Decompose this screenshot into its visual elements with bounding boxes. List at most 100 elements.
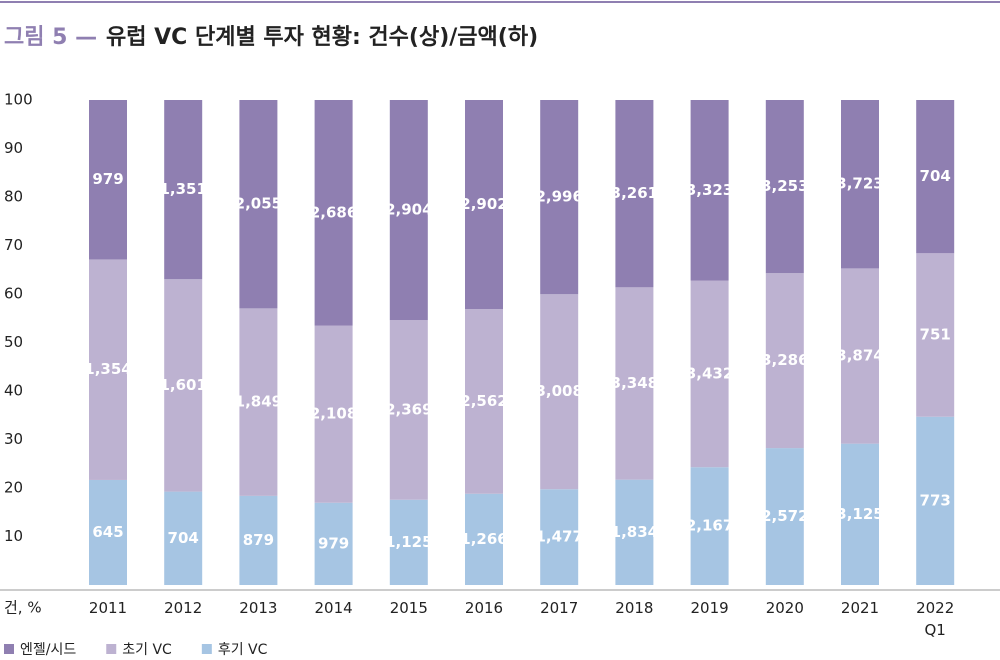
data-label: 1,266 [460,530,507,548]
x-tick-label: 2015 [389,599,428,617]
bar-segment [916,416,955,585]
data-label: 773 [920,491,951,509]
bar-segment [239,100,278,309]
x-tick-label: 2013 [239,599,278,617]
bar-segment [389,499,428,585]
bar-segment [841,443,879,585]
bar-segment [690,280,729,468]
bar-segment [690,467,729,585]
data-label: 2,562 [460,392,507,410]
bar-segment [89,479,127,585]
data-label: 2,055 [235,195,282,213]
data-label: 2,996 [535,188,582,206]
legend-label: 후기 VC [218,642,268,658]
x-tick-label: 2019 [690,599,729,617]
bar-segment [540,294,579,490]
bar-segment [389,320,428,500]
x-tick-label: 2018 [615,599,654,617]
data-label: 2,902 [460,195,507,213]
y-tick-label: 10 [4,527,23,545]
legend-label: 엔젤/시드 [20,642,76,658]
x-tick-label: 2020 [765,599,804,617]
bar-segment [389,100,428,321]
bar-segment [164,279,203,492]
data-label: 2,369 [385,400,432,418]
legend-swatch [4,644,14,654]
data-label: 1,477 [535,528,582,546]
legend-label: 초기 VC [122,642,172,658]
data-label: 1,125 [385,533,432,551]
bar-segment [164,491,203,585]
x-tick-label: 2016 [464,599,504,617]
data-label: 3,348 [611,374,658,392]
x-tick-label: 2021 [840,599,880,617]
x-tick-label: 2022 Q1 [916,599,955,639]
data-label: 704 [920,167,951,185]
data-label: 1,834 [611,523,658,541]
x-tick-label: 2017 [540,599,579,617]
bar-segment [615,287,654,480]
bar-segment [540,100,579,295]
data-label: 1,601 [159,376,206,394]
bar-segment [465,309,503,494]
data-label: 879 [243,531,274,549]
x-tick-label: 2012 [164,599,203,617]
bar-segment [615,100,654,288]
data-label: 3,432 [686,364,733,382]
y-tick-label: 40 [4,382,23,400]
x-tick-label: 2014 [314,599,353,617]
chart-title: 유럽 VC 단계별 투자 현황: 건수(상)/금액(하) [106,25,538,50]
figure-label: 그림 5 — [4,25,97,50]
data-label: 751 [920,325,951,343]
y-tick-label: 100 [4,91,33,109]
bar-segment [89,259,127,480]
bar-segment [690,100,729,281]
data-label: 704 [168,529,199,547]
data-label: 3,286 [761,351,808,369]
data-label: 3,125 [836,505,883,523]
bar-segment [239,495,278,585]
data-label: 2,686 [310,203,357,221]
y-tick-label: 70 [4,236,23,254]
bar-segment [465,100,503,310]
data-label: 3,723 [836,175,883,193]
data-label: 979 [92,170,123,188]
x-tick-label: 2011 [88,599,128,617]
bar-segment [164,100,203,280]
bar-segment [540,489,579,585]
y-axis-label: 건, % [4,599,42,617]
bar-segment [841,268,879,444]
bar-segment [314,502,353,585]
data-label: 3,323 [686,181,733,199]
legend-swatch [106,644,117,654]
data-label: 1,849 [235,393,282,411]
bar-segment [916,100,955,254]
bar-segment [765,448,804,585]
bar-segment [765,100,804,274]
data-label: 2,572 [761,507,808,525]
data-label: 1,351 [159,180,206,198]
bar-segment [841,100,879,269]
data-label: 3,874 [836,347,883,365]
bar-segment [765,273,804,449]
bar-segment [314,325,353,503]
y-tick-label: 20 [4,479,23,497]
y-tick-label: 90 [4,139,23,157]
bar-segment [916,253,955,417]
bar-segment [239,308,278,496]
data-label: 3,253 [761,177,808,195]
data-label: 1,354 [84,360,131,378]
y-tick-label: 30 [4,430,23,448]
bar-segment [314,100,353,326]
bar-segment [89,100,127,260]
data-label: 645 [92,523,123,541]
bar-segment [465,493,503,585]
data-label: 2,108 [310,405,357,423]
data-label: 3,261 [611,184,658,202]
data-label: 2,904 [385,201,432,219]
data-label: 3,008 [535,382,582,400]
y-tick-label: 80 [4,188,23,206]
data-label: 979 [318,534,349,552]
